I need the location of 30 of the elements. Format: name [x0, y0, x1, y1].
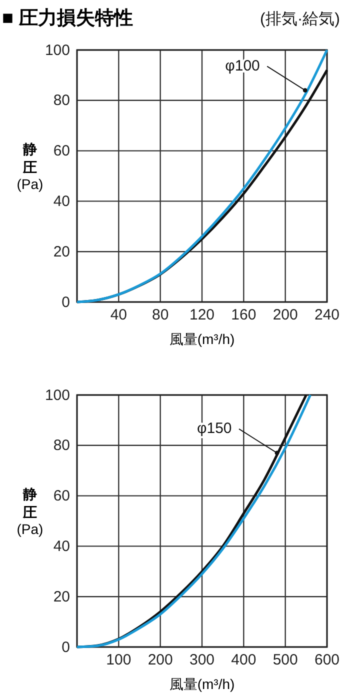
x-tick-label: 120 — [189, 306, 215, 324]
y-tick-label: 60 — [53, 142, 70, 160]
x-tick-label: 40 — [110, 306, 128, 324]
y-axis-title: 静圧(Pa) — [16, 486, 44, 537]
y-tick-label: 40 — [53, 193, 70, 210]
chart-subtitle: (排気·給気) — [260, 10, 340, 28]
x-axis-title: 風量(m³/h) — [169, 676, 235, 692]
y-tick-label: 100 — [44, 386, 70, 404]
x-tick-label: 160 — [231, 306, 256, 324]
x-tick-label: 400 — [231, 652, 256, 669]
y-axis-title: 静圧(Pa) — [16, 141, 44, 192]
x-tick-label: 240 — [314, 306, 340, 324]
y-tick-label: 40 — [53, 538, 70, 555]
x-tick-label: 80 — [152, 306, 169, 324]
x-tick-label: 600 — [314, 652, 340, 669]
x-tick-label: 500 — [272, 652, 298, 669]
y-tick-label: 20 — [53, 243, 70, 260]
chart-title: ■ 圧力損失特性 — [2, 7, 133, 29]
x-tick-label: 200 — [272, 306, 298, 324]
y-tick-label: 0 — [62, 638, 70, 656]
x-tick-label: 300 — [189, 652, 215, 669]
x-tick-label: 200 — [148, 652, 173, 669]
y-tick-label: 20 — [53, 588, 70, 606]
x-axis-title: 風量(m³/h) — [169, 331, 235, 347]
y-tick-label: 80 — [53, 437, 70, 454]
y-tick-label: 60 — [53, 488, 70, 505]
y-tick-label: 0 — [62, 294, 70, 311]
y-tick-label: 100 — [44, 42, 70, 59]
y-tick-label: 80 — [53, 92, 70, 110]
x-tick-label: 100 — [106, 652, 132, 669]
